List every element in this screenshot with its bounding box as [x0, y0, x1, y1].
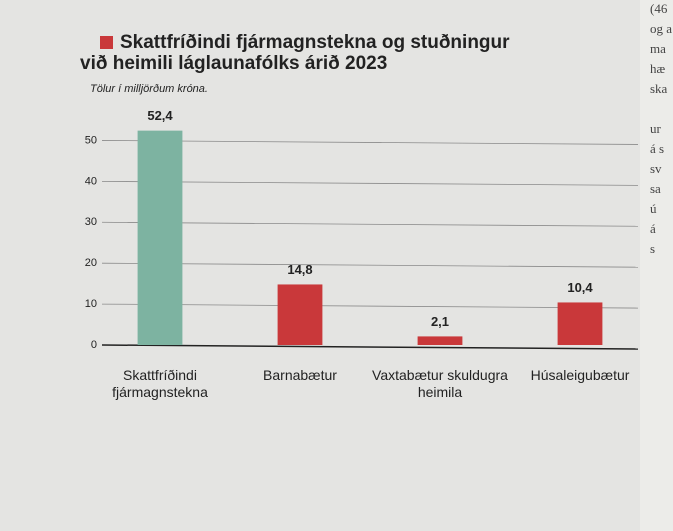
- bar: [557, 302, 603, 345]
- value-label: 14,8: [287, 262, 312, 277]
- x-tick-label: Barnabætur: [263, 367, 337, 383]
- y-tick-label: 10: [85, 298, 97, 310]
- side-text: (46: [650, 1, 668, 16]
- bar: [137, 130, 183, 345]
- grid-line: [101, 140, 639, 145]
- bar: [417, 336, 463, 345]
- x-tick-label: Vaxtabætur skuldugra heimila: [372, 367, 508, 400]
- side-text: ma: [650, 41, 666, 56]
- chart-subtitle: Tölur í milljörðum króna.: [90, 83, 208, 95]
- grid-line: [101, 180, 639, 186]
- value-label: 2,1: [431, 314, 449, 329]
- side-text: ur: [650, 121, 662, 136]
- grid-line: [101, 303, 639, 309]
- bar: [277, 284, 323, 345]
- side-text: á: [650, 221, 656, 236]
- chart-title-line: við heimili láglaunafólks árið 2023: [80, 53, 387, 74]
- y-tick-label: 50: [85, 134, 97, 146]
- grid-line: [101, 221, 639, 227]
- side-text: og a: [650, 21, 672, 36]
- side-text: ska: [650, 81, 668, 96]
- value-label: 52,4: [147, 108, 173, 123]
- value-label: 10,4: [567, 280, 593, 295]
- chart-title-line: Skattfríðindi fjármagnstekna og stuðning…: [120, 32, 510, 53]
- y-tick-label: 30: [85, 216, 97, 228]
- x-tick-label: Húsaleigubætur: [530, 367, 630, 383]
- side-text: sa: [650, 181, 661, 196]
- y-tick-label: 40: [85, 175, 97, 187]
- paper: [0, 0, 640, 531]
- grid-line: [101, 262, 639, 268]
- side-text: hæ: [650, 61, 666, 76]
- y-tick-label: 20: [85, 257, 97, 269]
- y-tick-label: 0: [91, 339, 97, 351]
- side-text: s: [650, 241, 655, 256]
- side-text: sv: [650, 161, 662, 176]
- grid-line: [101, 344, 639, 350]
- side-text: á s: [650, 141, 664, 156]
- side-column: [640, 0, 673, 531]
- title-marker: [100, 36, 113, 49]
- side-text: ú: [650, 201, 657, 216]
- x-tick-label: Skattfríðindi fjármagnstekna: [112, 367, 208, 400]
